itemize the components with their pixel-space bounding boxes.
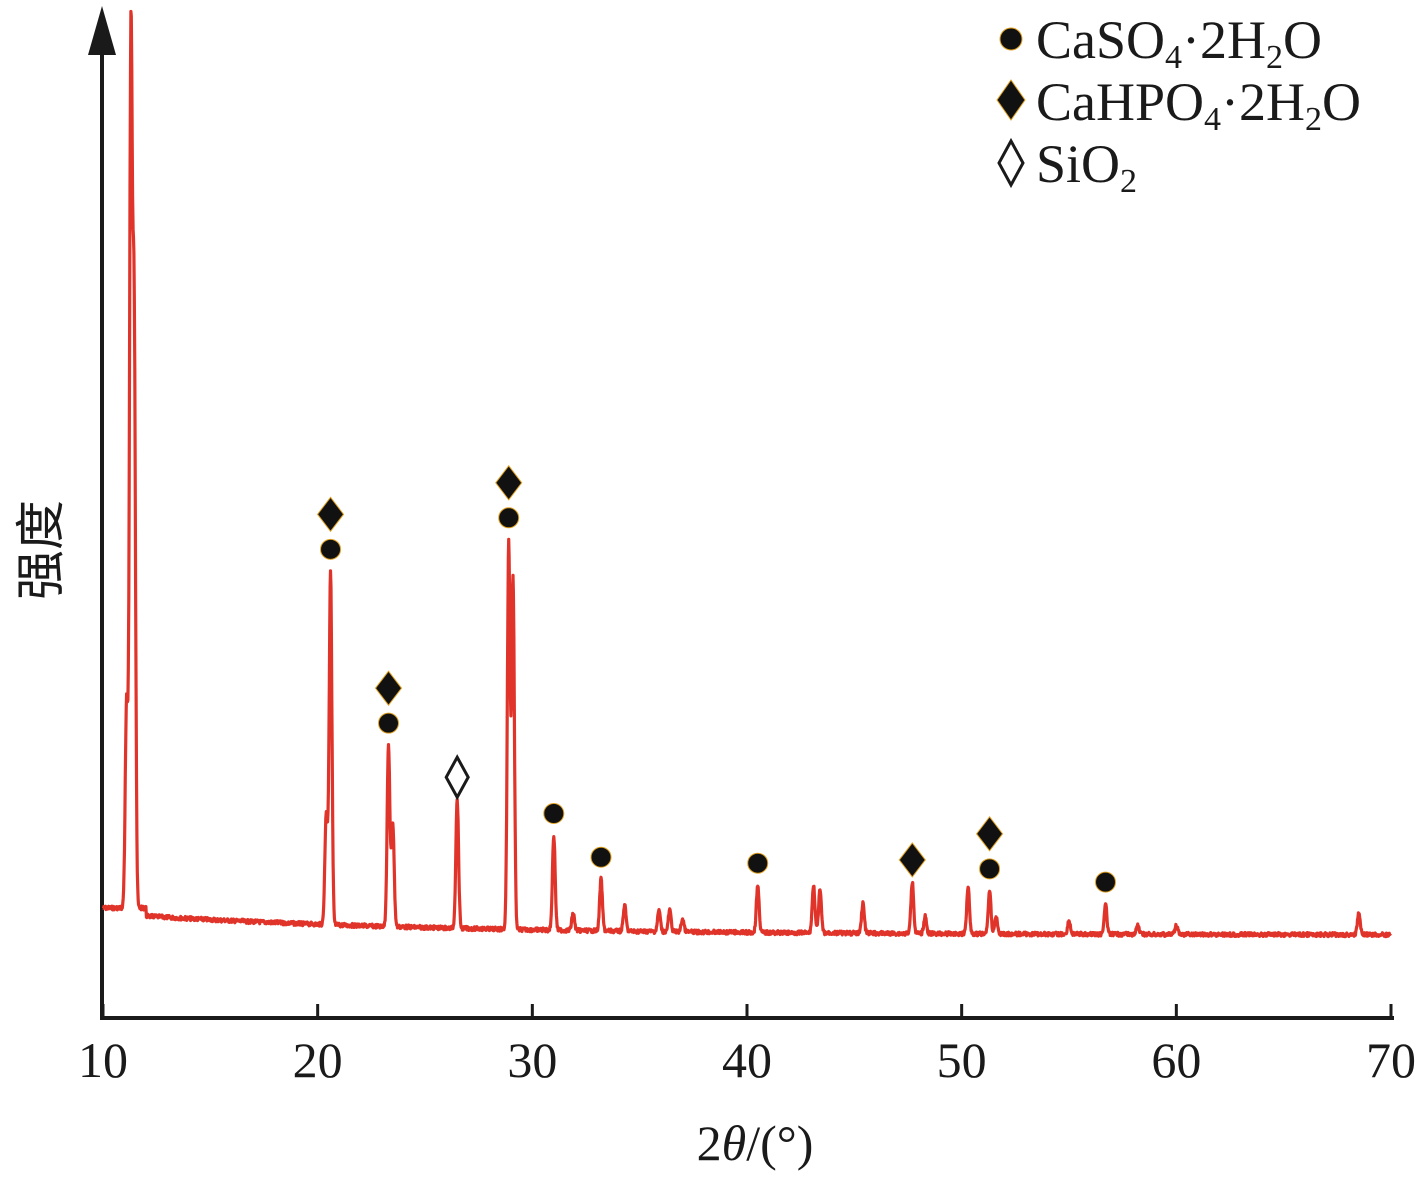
peak-markers: [316, 464, 1116, 893]
legend: CaSO4·2H2O CaHPO4·2H2O SiO2: [996, 10, 1361, 200]
x-tick-label-30: 30: [507, 1032, 557, 1088]
peak-marker-filled-circle-icon: [590, 846, 612, 868]
peak-marker-filled-circle-icon: [1094, 871, 1116, 893]
legend-filled-circle-icon: [999, 27, 1023, 51]
legend-label-1-tail: O: [1322, 72, 1361, 132]
legend-open-diamond-icon: [997, 137, 1025, 189]
peak-marker-filled-diamond-icon: [975, 816, 1004, 852]
legend-item-caso4: CaSO4·2H2O: [999, 10, 1322, 76]
legend-label-0-main: CaSO: [1036, 10, 1165, 70]
peak-marker-filled-diamond-icon: [374, 670, 403, 707]
peak-marker-open-diamond-icon: [444, 754, 470, 801]
x-axis-title: 2θ/(°): [697, 1115, 814, 1171]
x-tick-label-20: 20: [293, 1032, 343, 1088]
x-axis-title-symbol: θ: [722, 1115, 747, 1171]
peak-marker-filled-diamond-icon: [898, 842, 926, 878]
legend-label-1-main: CaHPO: [1036, 72, 1204, 132]
legend-label-0-tail: O: [1283, 10, 1322, 70]
legend-label-1-sub2: 2: [1305, 101, 1322, 138]
legend-label-1-mid: ·2H: [1221, 72, 1305, 132]
x-tick-label-50: 50: [937, 1032, 987, 1088]
peak-marker-filled-circle-icon: [498, 507, 520, 529]
legend-item-sio2: SiO2: [997, 134, 1137, 200]
legend-label-0-mid: ·2H: [1182, 10, 1266, 70]
legend-filled-diamond-icon: [996, 79, 1026, 121]
legend-label-0-sub2: 2: [1266, 39, 1283, 76]
svg-text:CaSO4·2H2O: CaSO4·2H2O: [1036, 10, 1322, 76]
peak-marker-filled-circle-icon: [378, 712, 400, 734]
legend-label-2-main: SiO: [1036, 134, 1120, 194]
x-ticks: [101, 1004, 1393, 1018]
peak-marker-filled-circle-icon: [979, 858, 1001, 880]
x-tick-label-10: 10: [78, 1032, 128, 1088]
legend-label-2-sub1: 2: [1120, 163, 1137, 200]
peak-marker-filled-circle-icon: [543, 803, 565, 825]
x-tick-label-40: 40: [722, 1032, 772, 1088]
peak-marker-filled-circle-icon: [320, 538, 342, 560]
x-tick-label-60: 60: [1151, 1032, 1201, 1088]
legend-label-1-sub1: 4: [1204, 101, 1221, 138]
peak-marker-filled-circle-icon: [747, 852, 769, 874]
legend-item-cahpo4: CaHPO4·2H2O: [996, 72, 1361, 138]
svg-text:SiO2: SiO2: [1036, 134, 1137, 200]
x-tick-label-70: 70: [1366, 1032, 1416, 1088]
xrd-trace: [101, 9, 1392, 939]
y-axis-title: 强度: [13, 500, 69, 600]
x-tick-labels: 10 20 30 40 50 60 70: [78, 1032, 1416, 1088]
legend-label-0-sub1: 4: [1165, 39, 1182, 76]
svg-text:CaHPO4·2H2O: CaHPO4·2H2O: [1036, 72, 1361, 138]
peak-marker-filled-diamond-icon: [495, 464, 523, 501]
y-axis-arrow: [88, 6, 116, 55]
peak-marker-filled-diamond-icon: [316, 496, 345, 533]
